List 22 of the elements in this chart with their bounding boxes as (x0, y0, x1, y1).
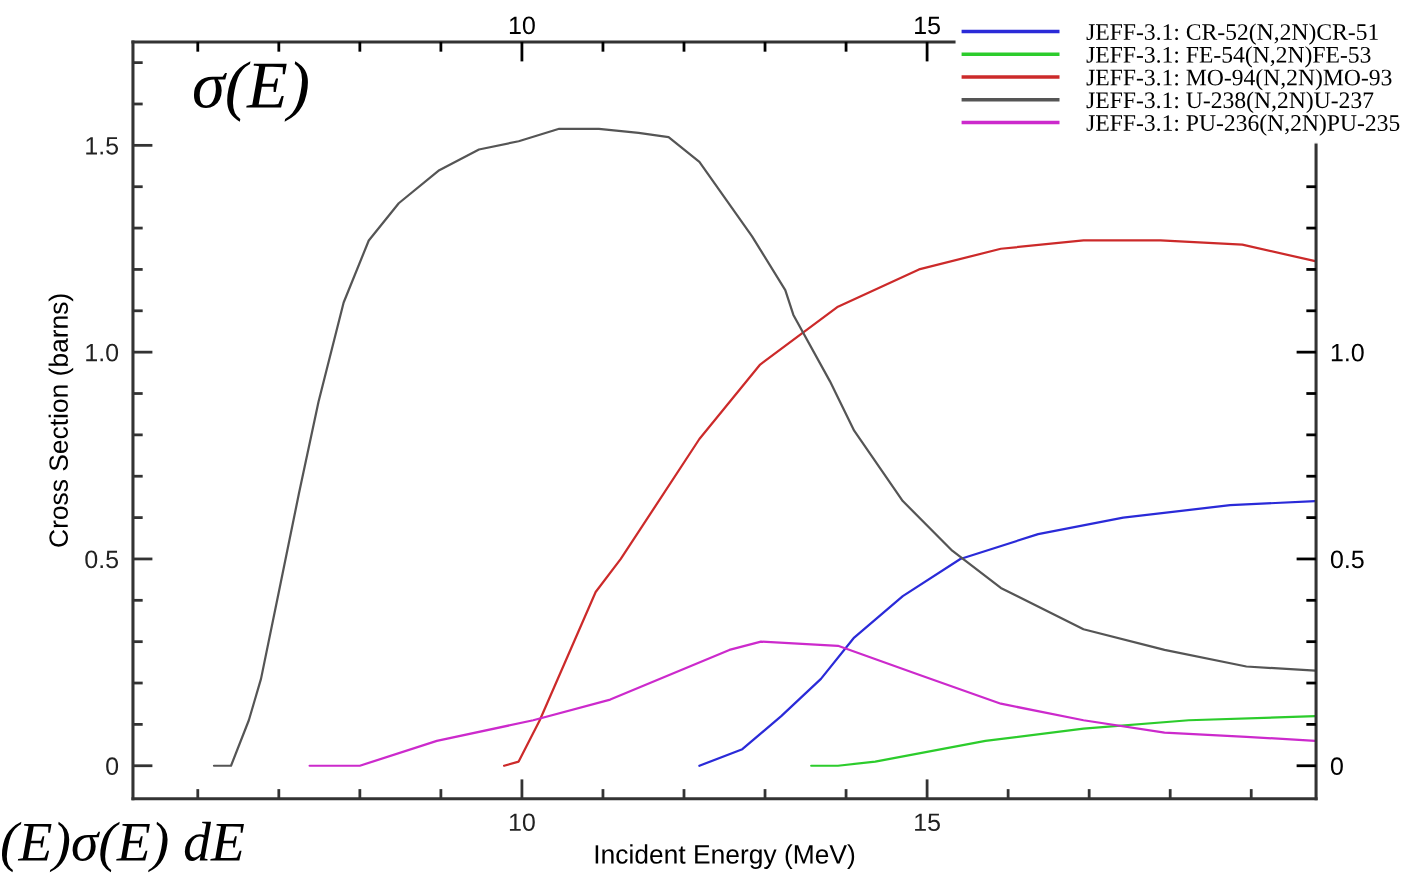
line-series (308, 640, 1317, 767)
x2-tick-label: 10 (509, 813, 535, 832)
x-axis-title: Incident Energy (MeV) (595, 844, 855, 869)
y-tick-label: 1.5 (86, 137, 119, 155)
y-tick-label: 1.0 (86, 343, 119, 362)
legend-label: JEFF-3.1: CR-52(N,2N)CR-51 (1086, 23, 1378, 45)
legend-label: JEFF-3.1: U-238(N,2N)U-237 (1086, 91, 1374, 114)
legend-label: JEFF-3.1: PU-236(N,2N)PU-235 (1086, 114, 1400, 136)
y2-tick-label: 1.0 (1331, 343, 1364, 362)
line-series (698, 499, 1317, 767)
x2-tick-label: 15 (915, 813, 940, 832)
y-tick-label: 0.5 (85, 550, 119, 569)
text: (E)σ(E) dE (1, 821, 244, 873)
legend-label: JEFF-3.1: MO-94(N,2N)MO-93 (1086, 68, 1392, 91)
y2-tick-label: 0.5 (1330, 550, 1364, 569)
line-series (810, 715, 1317, 767)
annotation: σ(E) (193, 61, 308, 122)
legend-label: JEFF-3.1: FE-54(N,2N)FE-53 (1086, 46, 1371, 68)
y-tick-label: 0 (106, 757, 119, 776)
y-axis-title: Cross Section (barns) (48, 294, 74, 547)
y2-tick-label: 0 (1330, 757, 1343, 776)
line-series (502, 239, 1317, 767)
